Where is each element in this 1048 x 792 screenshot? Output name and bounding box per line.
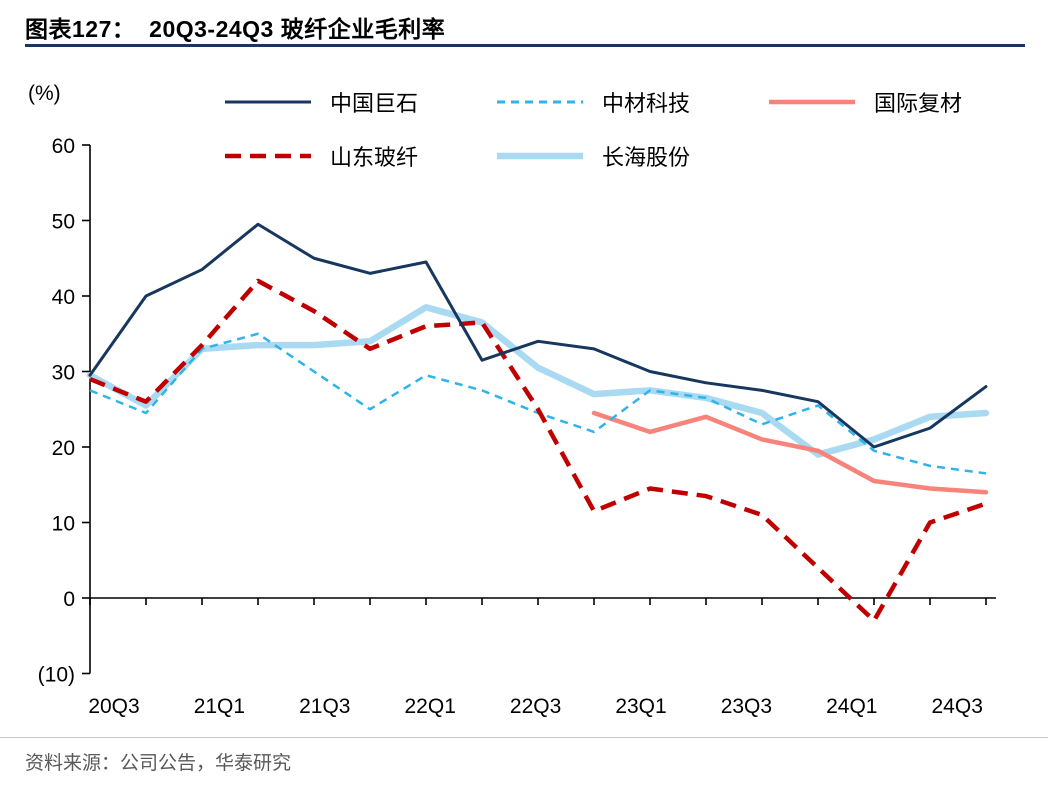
svg-text:23Q3: 23Q3 <box>721 695 772 718</box>
svg-text:24Q1: 24Q1 <box>826 695 877 718</box>
svg-text:21Q1: 21Q1 <box>194 695 245 718</box>
legend-label: 长海股份 <box>602 145 691 170</box>
svg-text:24Q3: 24Q3 <box>932 695 983 718</box>
svg-text:23Q1: 23Q1 <box>615 695 666 718</box>
legend-item-sinoma: 中材科技 <box>494 88 766 116</box>
legend-item-changhai: 长海股份 <box>494 142 766 170</box>
y-axis-unit-label: (%) <box>28 82 61 105</box>
svg-text:50: 50 <box>52 211 75 234</box>
svg-text:(10): (10) <box>38 664 75 687</box>
legend: 中国巨石 中材科技 国际复材 山东玻纤 长海股份 <box>222 88 1038 170</box>
svg-text:10: 10 <box>52 513 75 536</box>
legend-line-sample <box>769 99 855 105</box>
svg-text:21Q3: 21Q3 <box>299 695 350 718</box>
legend-line-sample <box>497 152 583 160</box>
legend-line-sample <box>225 100 311 104</box>
footer-divider <box>0 737 1048 738</box>
legend-line-sample <box>225 153 311 159</box>
legend-label: 国际复材 <box>874 91 963 116</box>
svg-text:22Q3: 22Q3 <box>510 695 561 718</box>
title-underline <box>25 44 1025 47</box>
svg-text:20: 20 <box>52 437 75 460</box>
svg-text:30: 30 <box>52 362 75 385</box>
legend-label: 中国巨石 <box>330 91 419 116</box>
svg-text:20Q3: 20Q3 <box>88 695 139 718</box>
legend-label: 中材科技 <box>602 91 691 116</box>
legend-line-sample <box>497 100 583 104</box>
legend-item-shandong-fiberglass: 山东玻纤 <box>222 142 494 170</box>
legend-item-china-jushi: 中国巨石 <box>222 88 494 116</box>
svg-text:22Q1: 22Q1 <box>405 695 456 718</box>
svg-text:60: 60 <box>52 135 75 158</box>
source-note: 资料来源：公司公告，华泰研究 <box>25 753 292 774</box>
legend-label: 山东玻纤 <box>330 145 419 170</box>
svg-text:0: 0 <box>63 588 75 611</box>
legend-item-cpic: 国际复材 <box>766 88 1038 116</box>
svg-text:40: 40 <box>52 286 75 309</box>
chart-title: 图表127： 20Q3-24Q3 玻纤企业毛利率 <box>25 16 446 42</box>
